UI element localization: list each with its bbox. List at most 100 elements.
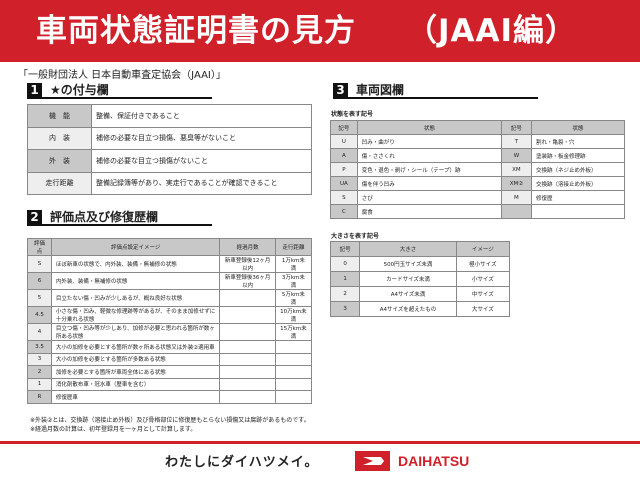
table-row: 3 A4サイズを超えたもの 大サイズ: [329, 301, 511, 317]
table-cell: 3.5: [27, 340, 52, 354]
table-cell: 0: [329, 256, 361, 272]
section-title: ★の付与欄: [50, 83, 109, 97]
section-title: 評価点及び修復歴欄: [50, 210, 159, 224]
size-label: 大きさを表す記号: [331, 233, 380, 240]
footnotes: ※外装②とは、交換跡（溶接止め外板）及び骨格部位に修復歴もとらない損傷又は腐跡が…: [30, 416, 310, 434]
table-cell: T: [500, 134, 532, 149]
table-cell: C: [330, 204, 358, 219]
table-cell: 500円玉サイズ未満: [359, 256, 457, 272]
column-header: 状態: [530, 120, 626, 135]
table-cell: 目立つ傷・凹み等が少しあり、加修が必要と思われる箇所が数ヶ所ある状態: [50, 323, 221, 341]
table-cell: [219, 306, 276, 324]
column-header: 状態: [356, 120, 502, 135]
size-table: 記号 大きさ イメージ 0 500円玉サイズ未満 極小サイズ 1 カードサイズ未満 小サイズ 2 A…: [329, 241, 511, 317]
brand-name: DAIHATSU: [398, 453, 470, 469]
table-cell: 目立たない傷・凹みが少しあるが、概ね良好な状態: [50, 289, 221, 307]
table-row: 1 カードサイズ未満 小サイズ: [329, 271, 511, 287]
page-title: 車両状態証明書の見方: [36, 13, 356, 49]
table-header-row: 記号 大きさ イメージ: [329, 241, 511, 257]
table-cell: 1: [329, 271, 361, 287]
table-cell: M: [500, 190, 532, 205]
table-cell: U: [330, 134, 358, 149]
table-cell: 3: [329, 301, 361, 317]
table-row: 6 内外装、装備・無補修の状態 新車登録後36ヶ月以内 3万km未満: [27, 272, 313, 290]
table-cell: 内外装、装備・無補修の状態: [50, 272, 221, 290]
table-cell: 整備、保証付きであること: [91, 104, 312, 128]
table-cell: 5万km未満: [274, 289, 313, 307]
table-cell: 加修を必要とする箇所が車両全体にある状態: [50, 365, 221, 379]
table-cell: [219, 289, 276, 307]
table-cell: A4サイズを超えたもの: [359, 301, 457, 317]
table-row: U 凹み・曲がり T 割れ・亀裂・穴: [330, 134, 626, 149]
table-cell: XM: [500, 162, 532, 177]
column-header: 記号: [329, 241, 361, 257]
table-cell: S: [330, 190, 358, 205]
table-cell: ほぼ新車の状態で、内外装、装備・無補修の状態: [50, 255, 221, 273]
column-header: イメージ: [455, 241, 511, 257]
table-cell: 大小の加修を必要とする箇所が数ヶ所ある状態又は外装②適用車: [50, 340, 221, 354]
column-header: 経過月数: [219, 238, 276, 256]
table-cell: 小サイズ: [455, 271, 511, 287]
star-table: 機 能整備、保証付きであること内 装補修の必要な目立つ損傷、悪臭等がないこと外 …: [27, 104, 312, 195]
table-row: 内 装補修の必要な目立つ損傷、悪臭等がないこと: [27, 126, 312, 150]
table-cell: 内 装: [27, 126, 92, 150]
table-cell: [219, 352, 276, 366]
table-cell: 補修の必要な目立つ損傷、悪臭等がないこと: [91, 126, 312, 150]
condition-label: 状態を表す記号: [331, 111, 374, 118]
table-cell: 4.5: [27, 306, 52, 324]
table-cell: 傷・ささくれ: [356, 148, 502, 163]
table-cell: A4サイズ未満: [359, 286, 457, 302]
column-header: 評価点: [27, 238, 52, 256]
section-number: 3: [333, 83, 348, 98]
table-cell: 修復歴車: [50, 390, 221, 404]
table-cell: 3: [27, 352, 52, 366]
table-cell: 外 装: [27, 149, 92, 173]
page-header: 車両状態証明書の見方 （JAAI編）: [0, 0, 640, 62]
table-row: 3 大小の加修を必要とする箇所が多数ある状態: [27, 352, 313, 366]
table-cell: UA: [330, 176, 358, 191]
table-row: 3.5 大小の加修を必要とする箇所が数ヶ所ある状態又は外装②適用車: [27, 340, 313, 354]
table-cell: 6: [27, 272, 52, 290]
table-cell: 新車登録後36ヶ月以内: [219, 272, 276, 290]
table-cell: 4: [27, 323, 52, 341]
daihatsu-logo-icon: [355, 451, 390, 471]
table-cell: さび: [356, 190, 502, 205]
column-header: 評価点設定イメージ: [50, 238, 221, 256]
table-cell: 15万km未満: [274, 323, 313, 341]
table-cell: [219, 340, 276, 354]
table-cell: 大サイズ: [455, 301, 511, 317]
table-cell: [219, 377, 276, 391]
table-cell: 中サイズ: [455, 286, 511, 302]
section3-heading: 3 車両図欄: [333, 83, 538, 99]
section-number: 2: [27, 210, 42, 225]
table-cell: [219, 365, 276, 379]
table-row: 4.5 小さな傷・凹み、軽微な修理跡等があるが、そのまま加修せずに十分乗れる状態 1…: [27, 306, 313, 324]
table-row: R 修復歴車: [27, 390, 313, 404]
table-cell: 1: [27, 377, 52, 391]
table-cell: 極小サイズ: [455, 256, 511, 272]
table-cell: P: [330, 162, 358, 177]
table-row: 2 A4サイズ未満 中サイズ: [329, 286, 511, 302]
table-cell: [274, 352, 313, 366]
table-row: 走行距離 整備記録簿等があり、実走行であることが確認できること: [27, 171, 312, 195]
table-cell: カードサイズ未満: [359, 271, 457, 287]
table-cell: 新車登録後12ヶ月以内: [219, 255, 276, 273]
table-cell: W: [500, 148, 532, 163]
table-cell: 傷を伴う凹み: [356, 176, 502, 191]
table-cell: A: [330, 148, 358, 163]
table-cell: [530, 204, 626, 219]
table-header-row: 評価点 評価点設定イメージ 経過月数 走行距離: [27, 238, 313, 256]
table-cell: 塗装跡・板金修理跡: [530, 148, 626, 163]
table-cell: XM②: [500, 176, 532, 191]
table-cell: 補修の必要な目立つ損傷がないこと: [91, 149, 312, 173]
evaluation-table: 評価点 評価点設定イメージ 経過月数 走行距離 S ほぼ新車の状態で、内外装、装備・無補修…: [27, 238, 313, 404]
table-row: UA 傷を伴う凹み XM② 交換跡（溶接止め外板）: [330, 176, 626, 191]
table-cell: 交換跡（溶接止め外板）: [530, 176, 626, 191]
table-cell: 2: [27, 365, 52, 379]
table-cell: 腐食: [356, 204, 502, 219]
table-cell: [274, 377, 313, 391]
table-cell: 機 能: [27, 104, 92, 128]
table-row: S ほぼ新車の状態で、内外装、装備・無補修の状態 新車登録後12ヶ月以内 1万km未満: [27, 255, 313, 273]
page-subtitle: （JAAI編）: [406, 13, 578, 49]
table-cell: 整備記録簿等があり、実走行であることが確認できること: [91, 171, 312, 195]
